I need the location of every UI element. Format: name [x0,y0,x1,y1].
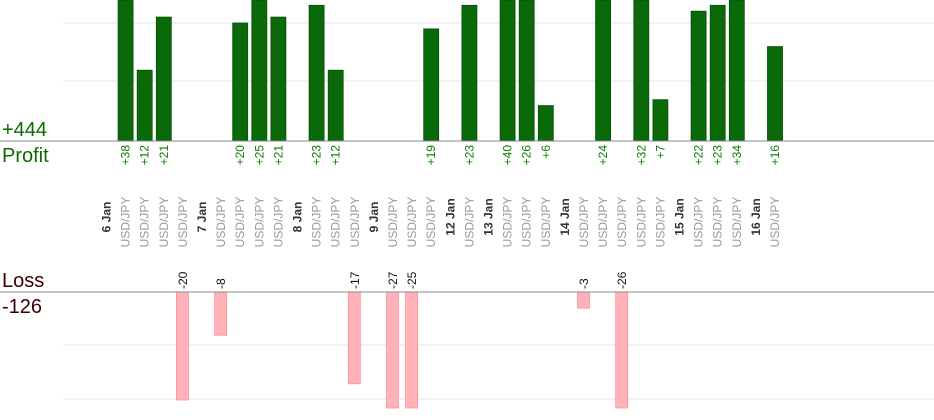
profit-value-label: +20 [233,145,247,166]
profit-value-label: +6 [539,145,553,159]
profit-bar [728,0,745,142]
profit-value-label: +25 [252,145,266,166]
profit-bar [595,0,611,142]
loss-bar [347,291,361,385]
profit-bar [327,69,344,142]
pair-label: USD/JPY [252,197,266,248]
loss-bar [615,291,629,409]
profit-bar [423,28,440,142]
profit-value-label: +7 [653,145,667,159]
profit-bar [518,0,535,142]
pair-label: USD/JPY [577,197,591,248]
pair-label: USD/JPY [310,197,324,248]
profit-value-label: +22 [692,145,706,166]
profit-value-label: +34 [730,145,744,166]
profit-bar [251,0,268,142]
profit-bar [767,46,783,142]
pair-label: USD/JPY [730,197,744,248]
profit-bar [117,0,134,142]
loss-value-label: -8 [214,278,228,289]
pair-label: USD/JPY [386,197,400,248]
pair-label: USD/JPY [501,197,515,248]
profit-bar [537,105,554,142]
profit-label: Profit [2,145,49,167]
profit-value-label: +12 [138,145,152,166]
profit-value-label: +21 [157,145,171,166]
profit-value-label: +23 [711,145,725,166]
loss-value-label: -17 [348,271,362,289]
pair-label: USD/JPY [539,197,553,248]
profit-bar [652,99,669,142]
loss-bar [386,291,399,409]
profit-bar [690,10,707,142]
profit-value-label: +40 [501,145,515,166]
loss-bar [577,291,590,309]
pair-label: USD/JPY [138,197,152,248]
pair-label: USD/JPY [157,197,171,248]
profit-value-label: +19 [424,145,438,166]
profit-bar [633,0,650,142]
pair-label: USD/JPY [692,197,706,248]
pair-label: USD/JPY [119,197,133,248]
loss-value-label: -25 [405,271,419,289]
profit-bar [499,0,516,142]
pair-label: USD/JPY [424,197,438,248]
pair-label: USD/JPY [768,197,782,248]
pair-label: USD/JPY [348,197,362,248]
profit-bar [136,69,153,142]
pair-label: USD/JPY [615,197,629,248]
loss-bar [405,291,419,409]
pair-label: USD/JPY [634,197,648,248]
profit-value-label: +38 [119,145,133,166]
pair-label: USD/JPY [596,197,610,248]
profit-bar [709,4,726,142]
profit-bar [308,4,325,142]
pair-label: USD/JPY [462,197,476,248]
profit-value-label: +12 [329,145,343,166]
profit-bar [270,16,287,142]
loss-value-label: -3 [577,278,591,289]
profit-bar [232,22,249,142]
loss-value-label: -20 [176,271,190,289]
date-label: 8 Jan [291,202,305,233]
pair-label: USD/JPY [233,197,247,248]
profit-total: +444 [2,119,48,141]
profit-value-label: +23 [310,145,324,166]
profit-value-label: +26 [520,145,534,166]
profit-value-label: +23 [462,145,476,166]
pair-label: USD/JPY [653,197,667,248]
loss-bar [175,291,189,401]
date-label: 16 Jan [749,198,763,235]
loss-bar [214,291,228,336]
date-label: 14 Jan [558,198,572,235]
profit-value-label: +32 [634,145,648,166]
loss-value-label: -26 [615,271,629,289]
pair-label: USD/JPY [271,197,285,248]
date-label: 12 Jan [443,198,457,235]
profit-bar [461,4,478,142]
date-label: 13 Jan [482,198,496,235]
pair-label: USD/JPY [405,197,419,248]
profit-value-label: +24 [596,145,610,166]
date-label: 15 Jan [673,198,687,235]
pair-label: USD/JPY [176,197,190,248]
loss-total: -126 [2,296,43,318]
profit-value-label: +16 [768,145,782,166]
date-label: 6 Jan [100,202,114,233]
pair-label: USD/JPY [520,197,534,248]
date-label: 9 Jan [367,202,381,233]
pair-label: USD/JPY [214,197,228,248]
pair-label: USD/JPY [329,197,343,248]
pair-label: USD/JPY [711,197,725,248]
profit-bar [155,16,172,142]
date-label: 7 Jan [195,202,209,233]
loss-value-label: -27 [386,271,400,289]
loss-label: Loss [2,270,45,292]
profit-value-label: +21 [271,145,285,166]
